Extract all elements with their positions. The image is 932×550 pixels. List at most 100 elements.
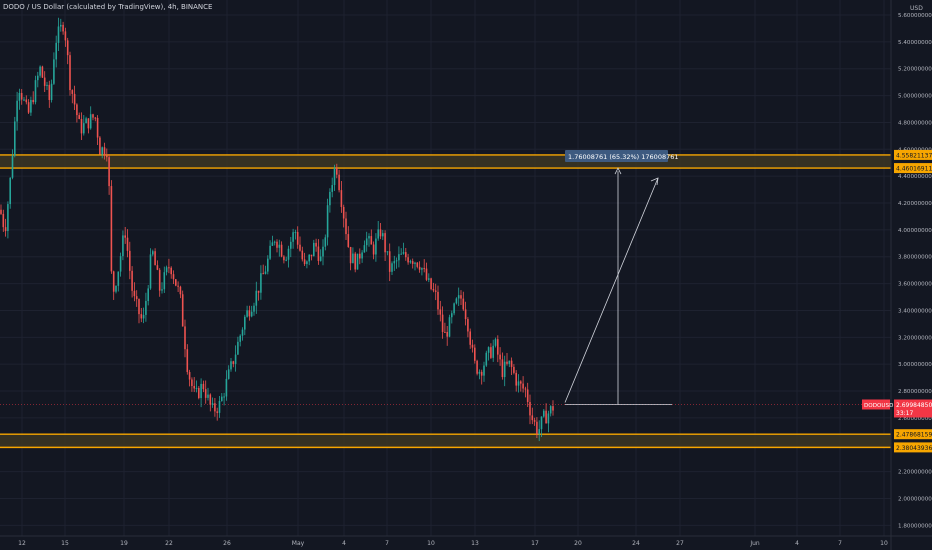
candle-body: [241, 329, 244, 336]
candle-body: [430, 278, 432, 290]
candle-body: [71, 90, 74, 94]
candle-body: [356, 253, 359, 270]
candle-body: [405, 252, 407, 258]
time-axis-tick: 10: [880, 540, 888, 547]
candle-body: [119, 256, 122, 272]
candle-body: [273, 241, 276, 243]
candle-body: [434, 290, 437, 292]
candle-body: [188, 372, 191, 380]
candle-body: [53, 59, 55, 84]
time-axis-tick: 22: [165, 540, 173, 547]
time-axis-tick: Jun: [749, 540, 760, 547]
candle-body: [140, 314, 143, 319]
candle-body: [411, 261, 414, 264]
candle-body: [32, 99, 34, 103]
candle-body: [437, 291, 439, 310]
candle-body: [480, 371, 483, 376]
candle-body: [158, 269, 161, 291]
candle-body: [92, 114, 94, 118]
candle-body: [524, 388, 527, 390]
time-axis-tick: 27: [676, 540, 684, 547]
candle-body: [510, 360, 513, 367]
candle-body: [181, 294, 184, 327]
candle-body: [485, 352, 488, 366]
candle-body: [195, 388, 198, 390]
candle-body: [409, 261, 412, 263]
candle-body: [349, 246, 352, 264]
candle-body: [322, 246, 324, 257]
candle-body: [476, 360, 478, 374]
level-price-tag: [894, 163, 932, 174]
candle-body: [175, 279, 177, 286]
candle-body: [497, 339, 499, 355]
candle-body: [83, 123, 85, 134]
candle-body: [232, 361, 235, 364]
candle-body: [69, 55, 71, 91]
candle-body: [99, 137, 101, 155]
candle-body: [508, 360, 511, 364]
candle-body: [306, 261, 308, 265]
candle-body: [487, 347, 490, 353]
candle-body: [531, 415, 534, 421]
candle-body: [370, 236, 373, 245]
resistance-zone: [0, 154, 891, 169]
candle-body: [260, 273, 262, 293]
time-axis-tick: 15: [61, 540, 69, 547]
price-axis-tick: 3.00000000: [898, 362, 932, 368]
price-axis-panel: [891, 0, 932, 550]
candle-body: [547, 413, 550, 424]
candle-body: [94, 117, 97, 119]
candle-body: [161, 289, 163, 291]
candle-body: [313, 242, 315, 257]
candle-body: [23, 99, 25, 101]
time-axis-tick: 4: [342, 540, 346, 547]
candle-body: [152, 251, 154, 255]
candle-body: [451, 313, 453, 318]
candle-body: [439, 309, 442, 315]
candle-body: [492, 345, 494, 358]
candle-body: [432, 289, 435, 291]
candle-body: [441, 314, 444, 332]
candle-body: [191, 379, 193, 386]
candle-body: [237, 341, 239, 355]
candle-body: [453, 303, 455, 314]
candle-body: [469, 331, 471, 345]
candle-body: [326, 205, 329, 238]
candle-body: [46, 84, 48, 86]
candle-body: [444, 331, 446, 333]
candle-body: [382, 233, 384, 237]
candle-body: [4, 227, 7, 232]
candle-body: [483, 365, 485, 376]
candle-body: [428, 278, 430, 280]
candle-body: [216, 411, 218, 413]
candle-body: [386, 251, 389, 253]
countdown-timer: 33:17: [896, 410, 913, 417]
candle-body: [244, 316, 246, 330]
candle-body: [108, 157, 110, 187]
candle-body: [20, 92, 23, 100]
candle-body: [529, 401, 531, 416]
price-axis-tick: 5.00000000: [898, 94, 932, 100]
candle-body: [76, 104, 78, 116]
candle-body: [262, 273, 264, 275]
candle-body: [271, 242, 274, 246]
time-axis-tick: 10: [427, 540, 435, 547]
candle-body: [264, 271, 267, 274]
price-axis-unit: USD: [910, 5, 923, 12]
candle-body: [73, 93, 76, 105]
candle-body: [345, 218, 347, 235]
candle-body: [234, 354, 237, 364]
candle-body: [0, 209, 2, 214]
support-zone: [0, 434, 891, 448]
current-price-tag: [894, 399, 932, 418]
candle-body: [375, 238, 377, 255]
level-price-label: 4.55821137: [896, 152, 932, 159]
measure-label-box: [565, 150, 668, 162]
candle-body: [135, 296, 138, 300]
candle-body: [513, 366, 515, 373]
candle-body: [310, 254, 313, 257]
candle-body: [276, 241, 278, 248]
candle-body: [520, 381, 522, 384]
candle-body: [400, 253, 402, 255]
